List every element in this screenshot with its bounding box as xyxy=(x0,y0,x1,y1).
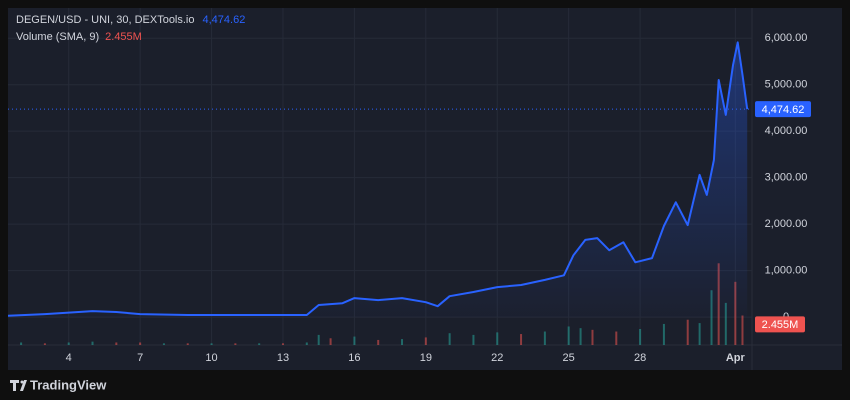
price-area xyxy=(8,42,748,318)
volume-bar xyxy=(741,315,744,345)
header-last-price: 4,474.62 xyxy=(203,14,246,26)
y-tick-label: 3,000.00 xyxy=(765,172,808,184)
volume-tag xyxy=(755,316,805,333)
logo xyxy=(10,380,27,391)
volume-bar xyxy=(377,339,380,345)
volume-bar xyxy=(258,343,261,345)
logo-mark xyxy=(10,380,27,391)
volume-bar xyxy=(43,343,46,345)
volume-bar xyxy=(520,334,523,345)
volume-bar xyxy=(662,323,665,345)
y-tick-label: 4,000.00 xyxy=(765,125,808,137)
volume-bar xyxy=(91,341,94,345)
volume-bar xyxy=(20,342,23,345)
volume-bar xyxy=(353,336,356,345)
x-tick-label: 7 xyxy=(137,352,143,364)
volume-bar xyxy=(448,333,451,345)
volume-bar xyxy=(710,290,713,345)
x-tick-label: 22 xyxy=(491,352,503,364)
volume-bar xyxy=(424,337,427,345)
price-line xyxy=(8,41,749,317)
x-tick-label: 28 xyxy=(634,352,646,364)
volume-bar xyxy=(698,323,701,345)
header-volume: 2.455M xyxy=(105,31,142,43)
last-price-tag xyxy=(755,101,811,118)
x-tick-label: 16 xyxy=(348,352,360,364)
x-tick-label: 4 xyxy=(66,352,72,364)
x-tick-label: 10 xyxy=(205,352,217,364)
volume-bar xyxy=(329,338,332,345)
footer-brand: TradingView xyxy=(30,377,107,392)
price-plot xyxy=(8,41,749,318)
x-tick-label: 13 xyxy=(277,352,289,364)
volume-bar xyxy=(472,334,475,345)
x-tick-label: Apr xyxy=(726,352,746,364)
logo-dot xyxy=(20,380,24,384)
volume-bar xyxy=(139,342,142,345)
volume-bar xyxy=(401,339,404,345)
y-tick-label: 5,000.00 xyxy=(765,79,808,91)
axes: 6,000.00 5,000.00 4,000.00 3,000.00 2,000.00… xyxy=(8,32,811,364)
y-tick-label: 1,000.00 xyxy=(765,265,808,277)
volume-bar xyxy=(543,331,546,345)
volume-bar xyxy=(615,331,618,345)
volume-bar xyxy=(724,302,727,345)
volume-bar xyxy=(567,326,570,345)
x-tick-label: 19 xyxy=(420,352,432,364)
volume-bar xyxy=(686,319,689,345)
volume-title: Volume (SMA, 9) xyxy=(16,31,99,43)
y-tick-label: 2,000.00 xyxy=(765,218,808,230)
volume-bar xyxy=(305,342,308,345)
volume-bar xyxy=(67,342,70,345)
series-title: DEGEN/USD - UNI, 30, DEXTools.io xyxy=(16,14,195,26)
volume-bar xyxy=(317,334,320,345)
volume-bar xyxy=(186,343,189,345)
volume-bar xyxy=(162,343,165,345)
y-tick-label: 6,000.00 xyxy=(765,32,808,44)
volume-bar xyxy=(579,328,582,345)
volume-bar xyxy=(115,342,118,345)
x-tick-label: 25 xyxy=(563,352,575,364)
volume-bar xyxy=(281,343,284,345)
volume-tag-label: 2.455M xyxy=(762,319,799,331)
volume-bar xyxy=(591,329,594,345)
volume-bar xyxy=(210,343,213,345)
volume-bar xyxy=(234,343,237,345)
volume-bar xyxy=(496,332,499,345)
volume-bar xyxy=(639,328,642,345)
last-price-label: 4,474.62 xyxy=(762,104,805,116)
